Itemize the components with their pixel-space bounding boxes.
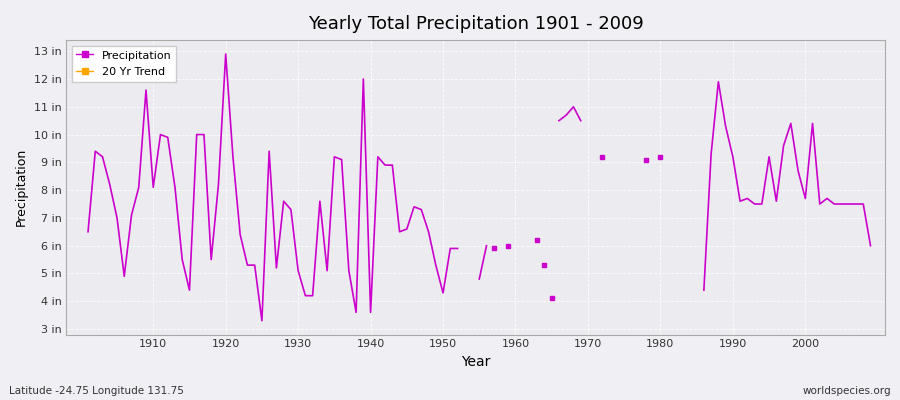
Y-axis label: Precipitation: Precipitation <box>15 148 28 226</box>
Title: Yearly Total Precipitation 1901 - 2009: Yearly Total Precipitation 1901 - 2009 <box>308 15 644 33</box>
Legend: Precipitation, 20 Yr Trend: Precipitation, 20 Yr Trend <box>72 46 176 82</box>
Text: worldspecies.org: worldspecies.org <box>803 386 891 396</box>
Text: Latitude -24.75 Longitude 131.75: Latitude -24.75 Longitude 131.75 <box>9 386 184 396</box>
X-axis label: Year: Year <box>461 355 491 369</box>
